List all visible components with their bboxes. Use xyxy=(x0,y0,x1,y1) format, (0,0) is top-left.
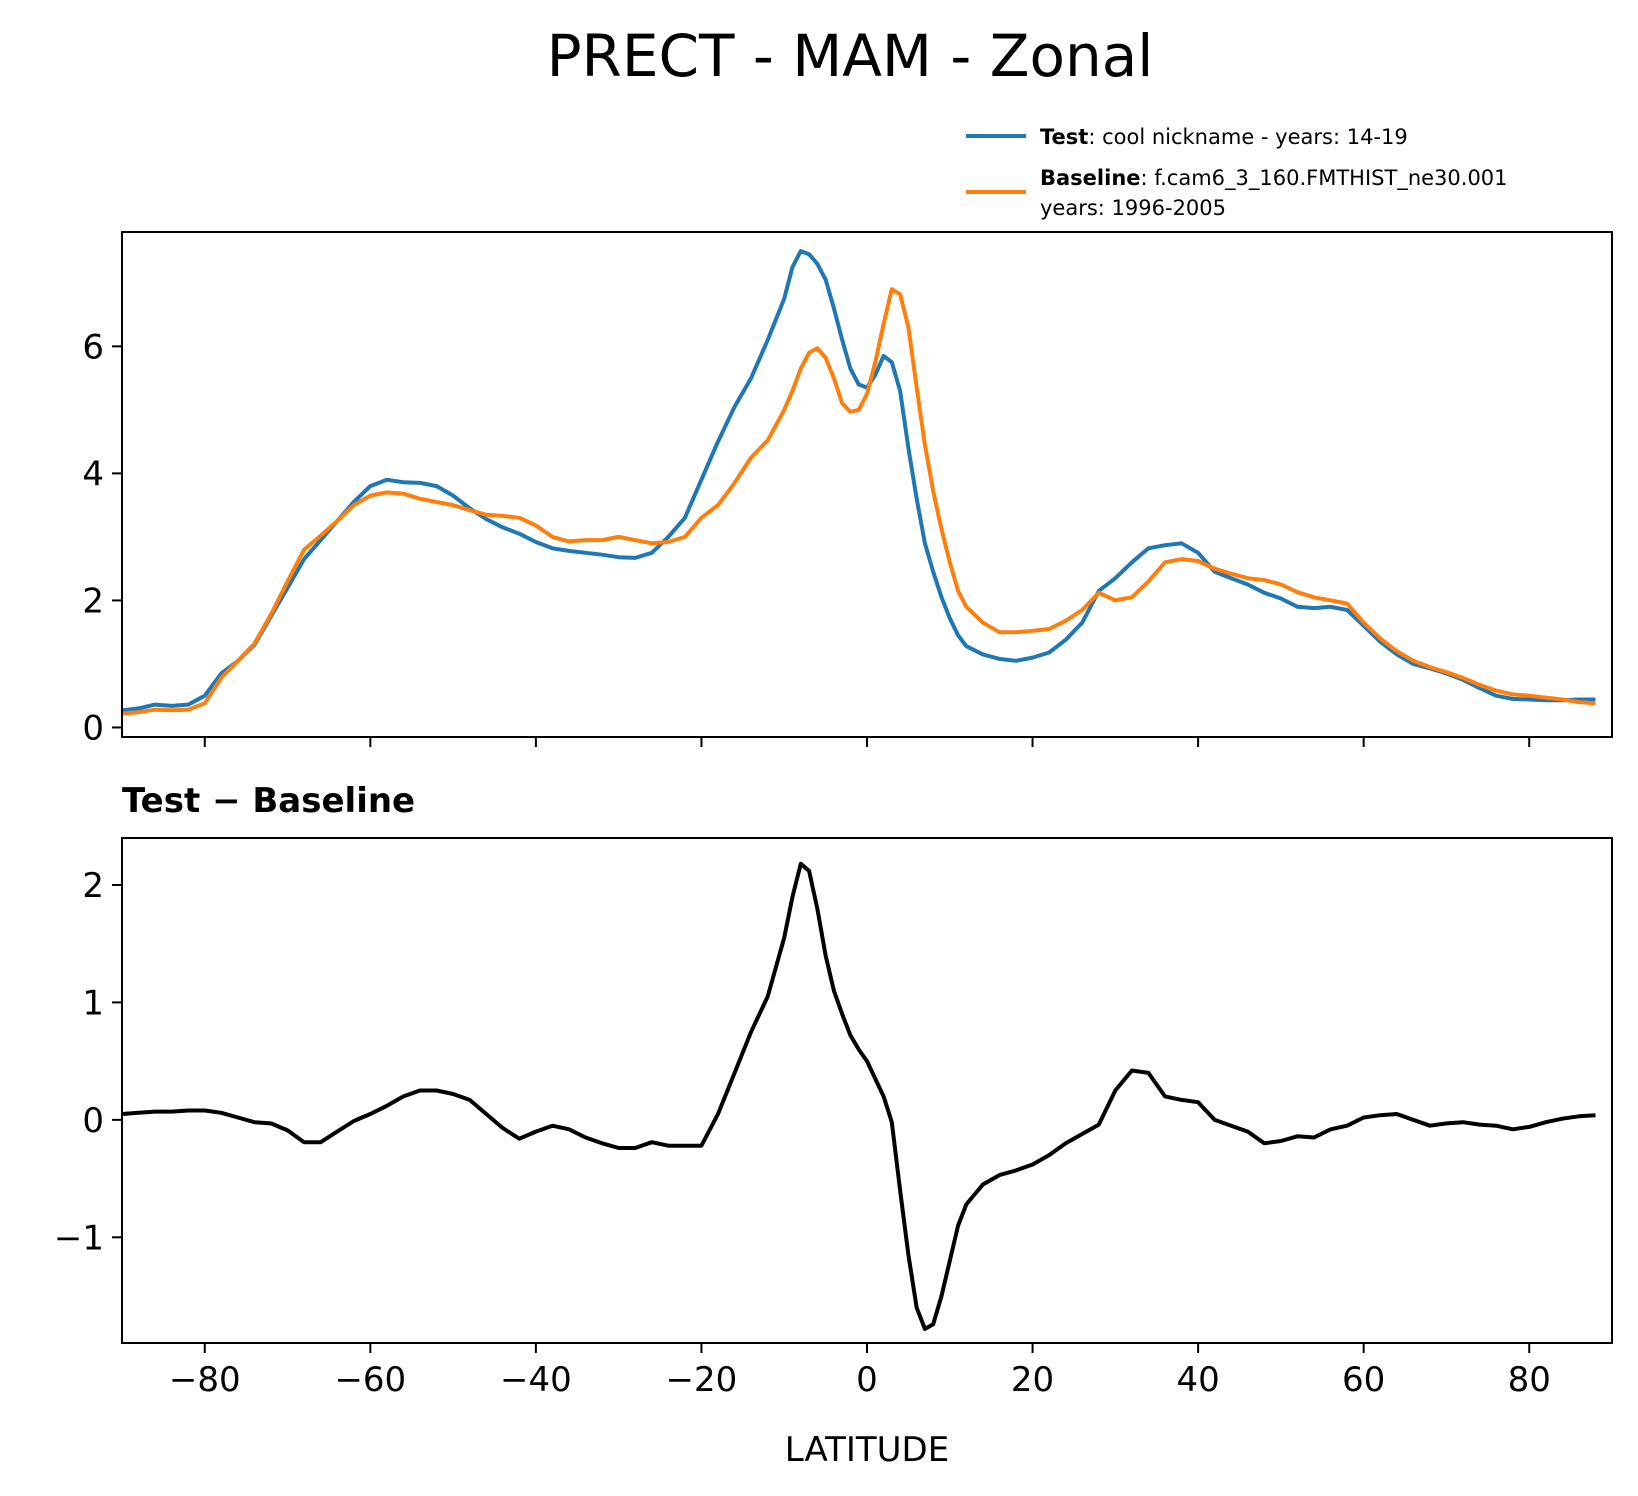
bottom-x-ticks: −80 −60 −40 −20 0 20 40 60 80 xyxy=(169,1343,1551,1400)
legend-baseline-label: Baseline xyxy=(1040,166,1141,190)
bottom-y-tick-label: 0 xyxy=(82,1101,104,1141)
top-x-ticks xyxy=(203,737,1531,747)
bottom-y-tick-label: −1 xyxy=(54,1218,104,1258)
legend-test-text: : cool nickname - years: 14-19 xyxy=(1088,125,1407,149)
top-y-tick-label: 6 xyxy=(82,327,104,367)
legend-test-label: Test xyxy=(1040,125,1088,149)
bottom-y-tick-label: 2 xyxy=(82,866,104,906)
bottom-x-tick-label: −60 xyxy=(334,1360,406,1400)
figure-title: PRECT - MAM - Zonal xyxy=(547,22,1154,90)
bottom-panel: −1 0 1 2 −80 −60 −40 −20 0 20 40 60 80 xyxy=(54,837,1613,1400)
top-y-ticks: 0 2 4 6 xyxy=(82,327,122,748)
bottom-x-tick-label: −40 xyxy=(500,1360,572,1400)
bottom-x-tick-label: −20 xyxy=(666,1360,738,1400)
top-axes-frame xyxy=(121,231,1613,738)
bottom-series-line-test-baseline xyxy=(121,861,1596,1331)
bottom-x-tick-label: −80 xyxy=(169,1360,241,1400)
bottom-axes-frame xyxy=(121,837,1613,1344)
legend-baseline-text: : f.cam6_3_160.FMTHIST_ne30.001 xyxy=(1141,166,1508,191)
legend: Test: cool nickname - years: 14-19 Basel… xyxy=(966,125,1508,220)
legend-baseline-years: years: 1996-2005 xyxy=(1040,196,1226,220)
bottom-x-tick-label: 0 xyxy=(856,1360,878,1400)
top-series-line-baseline xyxy=(121,287,1596,716)
top-panel: 0 2 4 6 xyxy=(82,231,1613,748)
bottom-series-lines xyxy=(121,861,1596,1331)
bottom-x-tick-label: 40 xyxy=(1176,1360,1219,1400)
x-axis-label: LATITUDE xyxy=(785,1430,949,1470)
bottom-x-tick-label: 80 xyxy=(1508,1360,1551,1400)
top-y-tick-label: 2 xyxy=(82,581,104,621)
bottom-panel-title: Test − Baseline xyxy=(122,781,415,821)
legend-entry-test: Test: cool nickname - years: 14-19 xyxy=(1040,125,1408,149)
top-y-tick-label: 0 xyxy=(82,708,104,748)
top-series-lines xyxy=(121,249,1596,716)
bottom-x-tick-label: 20 xyxy=(1011,1360,1054,1400)
legend-entry-baseline: Baseline: f.cam6_3_160.FMTHIST_ne30.001 xyxy=(1040,166,1508,191)
top-y-tick-label: 4 xyxy=(82,454,104,494)
bottom-y-ticks: −1 0 1 2 xyxy=(54,866,122,1258)
bottom-y-tick-label: 1 xyxy=(82,983,104,1023)
bottom-x-tick-label: 60 xyxy=(1342,1360,1385,1400)
